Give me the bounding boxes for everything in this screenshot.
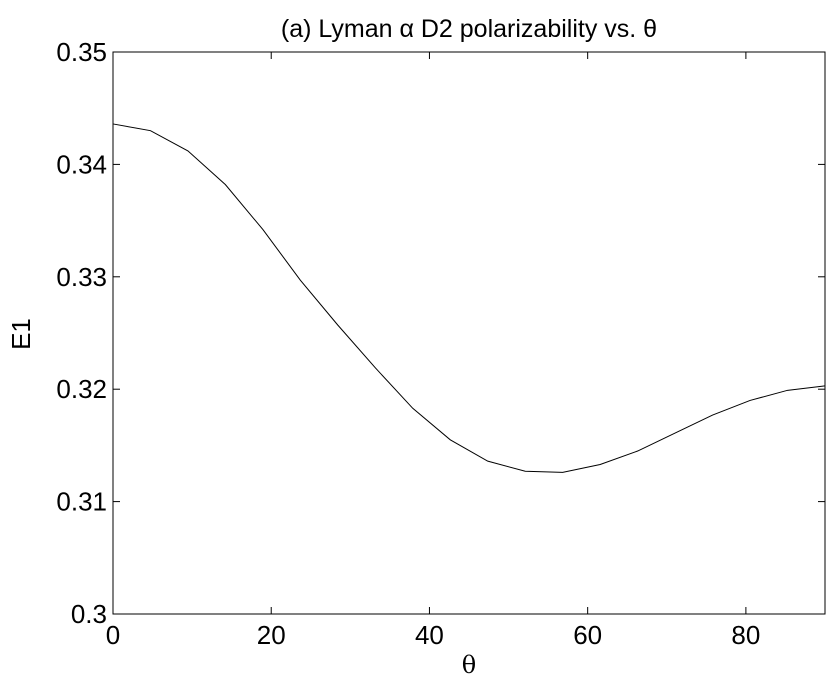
x-tick-label: 40 [415, 620, 444, 650]
y-axis-ticks: 0.3 0.31 0.32 0.33 0.34 0.35 [56, 37, 825, 629]
x-tick-label: 0 [106, 620, 120, 650]
y-tick-label: 0.31 [56, 487, 107, 517]
x-tick-label: 80 [731, 620, 760, 650]
x-axis-label: θ [462, 651, 476, 679]
y-tick-label: 0.35 [56, 37, 107, 67]
x-axis-ticks: 0 20 40 60 80 [106, 52, 760, 650]
y-axis-label: E1 [6, 318, 36, 350]
series-line-0 [112, 123, 826, 473]
plot-frame [112, 51, 826, 615]
y-tick-label: 0.33 [56, 262, 107, 292]
y-tick-label: 0.34 [56, 149, 107, 179]
chart-title: (a) Lyman α D2 polarizability vs. θ [281, 15, 657, 43]
y-tick-label: 0.32 [56, 374, 107, 404]
x-tick-label: 20 [257, 620, 286, 650]
x-tick-label: 60 [573, 620, 602, 650]
y-tick-label: 0.3 [71, 599, 107, 629]
series-layer [112, 123, 826, 473]
